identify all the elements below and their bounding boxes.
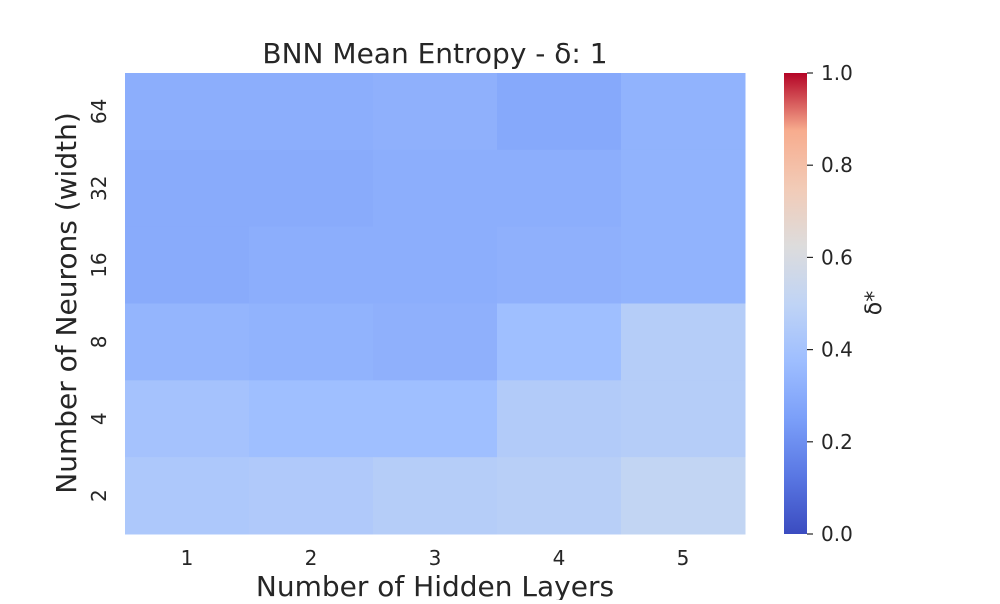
heatmap-cell — [621, 73, 746, 151]
y-tick-label: 2 — [87, 489, 111, 502]
colorbar-label: δ* — [862, 291, 887, 315]
x-tick-label: 4 — [553, 546, 566, 570]
x-axis-ticks: 1 2 3 4 5 — [181, 546, 690, 570]
heatmap-cell — [249, 73, 374, 151]
colorbar-ticks: 0.0 0.2 0.4 0.6 0.8 1.0 — [807, 61, 853, 546]
colorbar-tick-label: 1.0 — [821, 61, 853, 85]
heatmap-cell — [373, 226, 498, 304]
y-tick-label: 4 — [87, 412, 111, 425]
heatmap-cell — [497, 73, 622, 151]
heatmap-cell — [497, 457, 622, 535]
chart-title: BNN Mean Entropy - δ: 1 — [262, 37, 607, 70]
heatmap-cell — [249, 380, 374, 458]
heatmap-cell — [373, 149, 498, 228]
heatmap-cells — [125, 73, 746, 535]
heatmap-cell — [621, 303, 746, 381]
colorbar-tick-label: 0.8 — [821, 153, 853, 177]
colorbar-tick-label: 0.0 — [821, 522, 853, 546]
x-axis-label: Number of Hidden Layers — [256, 570, 614, 600]
y-tick-label: 32 — [87, 176, 111, 201]
heatmap-cell — [621, 149, 746, 228]
y-tick-label: 8 — [87, 336, 111, 349]
heatmap-cell — [373, 457, 498, 535]
x-tick-label: 1 — [181, 546, 194, 570]
heatmap-cell — [621, 457, 746, 535]
heatmap-cell — [249, 303, 374, 381]
heatmap-cell — [125, 457, 250, 535]
heatmap-cell — [249, 457, 374, 535]
colorbar-tick-label: 0.6 — [821, 245, 853, 269]
heatmap-cell — [249, 149, 374, 228]
heatmap-cell — [373, 380, 498, 458]
heatmap-cell — [497, 149, 622, 228]
x-tick-label: 5 — [677, 546, 690, 570]
y-tick-label: 16 — [87, 252, 111, 277]
heatmap-cell — [621, 226, 746, 304]
x-tick-label: 2 — [305, 546, 318, 570]
heatmap-cell — [125, 149, 250, 228]
heatmap-cell — [373, 73, 498, 151]
colorbar-tick-label: 0.4 — [821, 338, 853, 362]
y-axis-label: Number of Neurons (width) — [50, 112, 83, 493]
heatmap-cell — [373, 303, 498, 381]
colorbar-tick-label: 0.2 — [821, 430, 853, 454]
heatmap-cell — [249, 226, 374, 304]
y-axis-ticks: 64 32 16 8 4 2 — [87, 99, 111, 502]
heatmap-cell — [621, 380, 746, 458]
heatmap-cell — [125, 380, 250, 458]
heatmap-cell — [497, 226, 622, 304]
x-tick-label: 3 — [429, 546, 442, 570]
heatmap-cell — [125, 226, 250, 304]
heatmap-cell — [125, 73, 250, 151]
colorbar — [784, 73, 807, 534]
y-tick-label: 64 — [87, 99, 111, 124]
heatmap-cell — [497, 380, 622, 458]
heatmap-cell — [497, 303, 622, 381]
heatmap-cell — [125, 303, 250, 381]
